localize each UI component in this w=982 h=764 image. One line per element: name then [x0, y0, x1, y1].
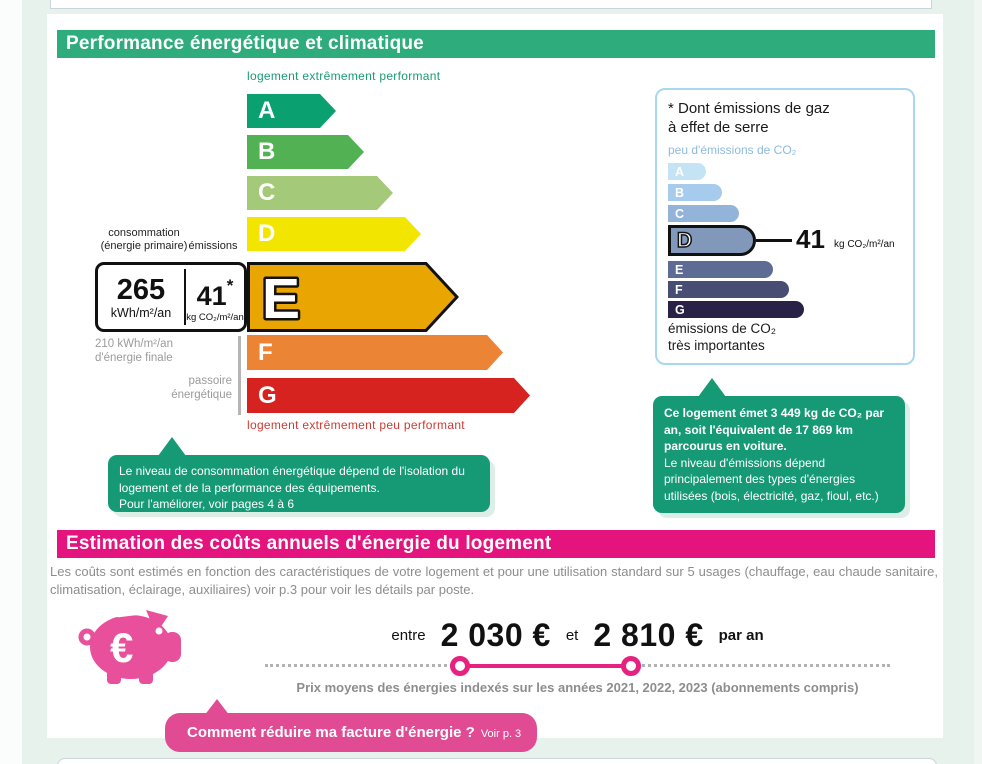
consumption-cell: 265 kWh/m²/an	[98, 265, 184, 329]
energy-class-letter: A	[258, 97, 276, 124]
per-year-label: par an	[718, 626, 764, 644]
asterisk: *	[226, 276, 234, 295]
energy-callout: Le niveau de consommation énergétique dé…	[108, 455, 490, 512]
ges-callout: Ce logement émet 3 449 kg de CO₂ par an,…	[653, 396, 905, 513]
energy-class-letter: G	[258, 381, 277, 409]
ges-callout-text: Le niveau d'émissions dépend principalem…	[664, 455, 879, 503]
svg-text:€: €	[110, 624, 133, 671]
ges-class-bar-e: E	[668, 261, 773, 278]
emissions-value: 41*	[196, 276, 234, 311]
current-class-arrow: E	[247, 262, 459, 332]
value-box-divider	[184, 269, 186, 325]
ges-class-letter: F	[675, 282, 683, 297]
costs-callout-bold-text: Comment réduire ma facture d'énergie ?	[187, 724, 475, 741]
energy-class-bar-c: C	[247, 176, 393, 210]
ges-high-label: émissions de CO₂ très importantes	[668, 321, 777, 353]
sieve-bracket-line	[238, 336, 241, 415]
page-right-margin	[974, 0, 982, 764]
energy-class-bar-b: B	[247, 135, 364, 169]
energy-callout-pointer	[158, 437, 186, 456]
emissions-cell: 41* kg CO₂/m²/an	[186, 265, 244, 329]
final-energy-note: 210 kWh/m²/an d'énergie finale	[95, 338, 173, 364]
ges-indicator-line	[756, 239, 792, 242]
ges-class-bar-a: A	[668, 163, 706, 180]
energy-class-bar-d: D	[247, 217, 421, 251]
energy-section-header: Performance énergétique et climatique	[57, 30, 935, 58]
ges-title: * Dont émissions de gaz à effet de serre	[668, 100, 830, 136]
cost-range-low-handle	[450, 656, 470, 676]
annual-cost-estimate: entre 2 030 € et 2 810 € par an	[265, 613, 890, 657]
current-class-letter: E	[262, 267, 300, 331]
cost-range-segment	[460, 664, 630, 668]
consumption-column-header: consommation (énergie primaire)	[100, 227, 188, 252]
costs-callout: Comment réduire ma facture d'énergie ? V…	[165, 713, 537, 752]
price-index-note: Prix moyens des énergies indexés sur les…	[296, 680, 859, 695]
energy-class-bar-f: F	[247, 335, 503, 370]
current-performance-box: 265 kWh/m²/an 41* kg CO₂/m²/an	[95, 262, 247, 332]
ges-class-letter: A	[675, 164, 685, 179]
scale-top-label: logement extrêmement performant	[247, 69, 441, 83]
previous-section-edge	[50, 0, 932, 9]
piggy-bank-euro-icon: €	[78, 609, 181, 684]
ges-class-letter: E	[675, 262, 684, 277]
ges-callout-bold-text: Ce logement émet 3 449 kg de CO₂ par an,…	[664, 406, 885, 453]
ges-current-class-bar: D	[668, 225, 756, 256]
costs-section-title: Estimation des coûts annuels d'énergie d…	[66, 533, 552, 554]
energy-class-letter: B	[258, 138, 276, 165]
ges-class-letter: G	[675, 302, 685, 317]
and-label: et	[565, 626, 579, 644]
consumption-unit: kWh/m²/an	[110, 305, 172, 320]
ges-unit: kg CO₂/m²/an	[834, 239, 895, 250]
energy-class-letter: C	[258, 179, 276, 206]
emissions-unit: kg CO₂/m²/an	[186, 312, 244, 323]
ges-class-letter: C	[675, 206, 685, 221]
costs-description: Les coûts sont estimés en fonction des c…	[50, 564, 938, 597]
cost-high-value: 2 810 €	[593, 616, 704, 653]
ges-value: 41	[796, 224, 825, 254]
costs-section-header: Estimation des coûts annuels d'énergie d…	[57, 530, 935, 558]
ges-low-label: peu d'émissions de CO₂	[668, 143, 797, 157]
cost-range-high-handle	[621, 656, 641, 676]
ges-class-letter: B	[675, 185, 685, 200]
energy-callout-text: Le niveau de consommation énergétique dé…	[119, 464, 465, 511]
energy-class-bar-a: A	[247, 94, 336, 128]
consumption-value: 265	[116, 273, 166, 306]
scale-bottom-label: logement extrêmement peu performant	[247, 418, 465, 432]
emissions-column-header: émissions	[188, 240, 238, 252]
page-left-margin	[0, 0, 22, 764]
ges-class-bar-f: F	[668, 281, 789, 298]
ges-callout-pointer	[698, 378, 726, 397]
between-label: entre	[391, 626, 426, 644]
cost-low-value: 2 030 €	[440, 616, 551, 653]
next-section-edge	[57, 758, 937, 764]
ges-class-bar-c: C	[668, 205, 739, 222]
energy-sieve-label: passoire énergétique	[171, 375, 232, 401]
energy-class-letter: F	[258, 338, 273, 366]
energy-class-bar-g: G	[247, 378, 530, 413]
ges-class-bar-b: B	[668, 184, 722, 201]
costs-callout-pointer	[204, 699, 230, 716]
costs-callout-page-ref: Voir p. 3	[480, 728, 522, 740]
ges-class-bar-g: G	[668, 301, 804, 318]
energy-class-letter: D	[258, 220, 276, 247]
energy-section-title: Performance énergétique et climatique	[66, 33, 424, 54]
ges-current-class-letter: D	[676, 228, 693, 253]
